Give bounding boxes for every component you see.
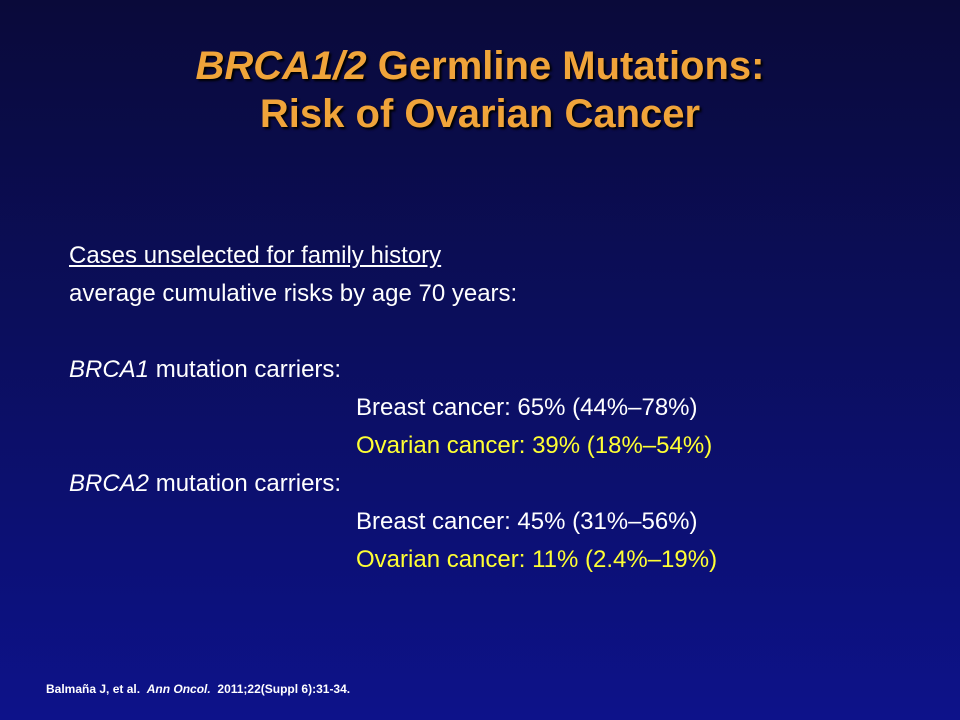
brca2-carriers-label: BRCA2 mutation carriers: — [69, 465, 909, 503]
brca2-breast-risk: Breast cancer: 45% (31%–56%) — [356, 508, 698, 535]
brca2-ovarian-risk: Ovarian cancer: 11% (2.4%–19%) — [356, 546, 718, 573]
citation-journal: Ann Oncol. — [146, 682, 211, 696]
citation-details: 2011;22(Suppl 6):31-34. — [217, 682, 351, 696]
brca2-label-text: mutation carriers: — [149, 470, 342, 497]
title-line-2: Risk of Ovarian Cancer — [259, 92, 701, 136]
citation-authors: Balmaña J, et al. — [46, 682, 141, 696]
citation: Balmaña J, et al. Ann Oncol. 2011;22(Sup… — [46, 682, 350, 696]
brca1-carriers-label: BRCA1 mutation carriers: — [69, 351, 909, 389]
slide-body: Cases unselected for family history aver… — [69, 237, 909, 579]
brca2-gene: BRCA2 — [69, 470, 150, 497]
title-line-1: BRCA1/2 Germline Mutations: — [0, 42, 960, 90]
brca1-gene: BRCA1 — [69, 356, 150, 383]
slide-title: BRCA1/2 Germline Mutations: Risk of Ovar… — [0, 42, 960, 138]
brca1-breast-risk: Breast cancer: 65% (44%–78%) — [356, 394, 698, 421]
brca1-ovarian-risk: Ovarian cancer: 39% (18%–54%) — [356, 432, 713, 459]
title-gene: BRCA1/2 — [195, 44, 367, 88]
spacer — [69, 313, 909, 351]
body-heading: Cases unselected for family history — [69, 242, 442, 269]
brca1-label-text: mutation carriers: — [149, 356, 342, 383]
title-rest: Germline Mutations: — [366, 44, 765, 88]
body-subheading: average cumulative risks by age 70 years… — [69, 280, 518, 307]
